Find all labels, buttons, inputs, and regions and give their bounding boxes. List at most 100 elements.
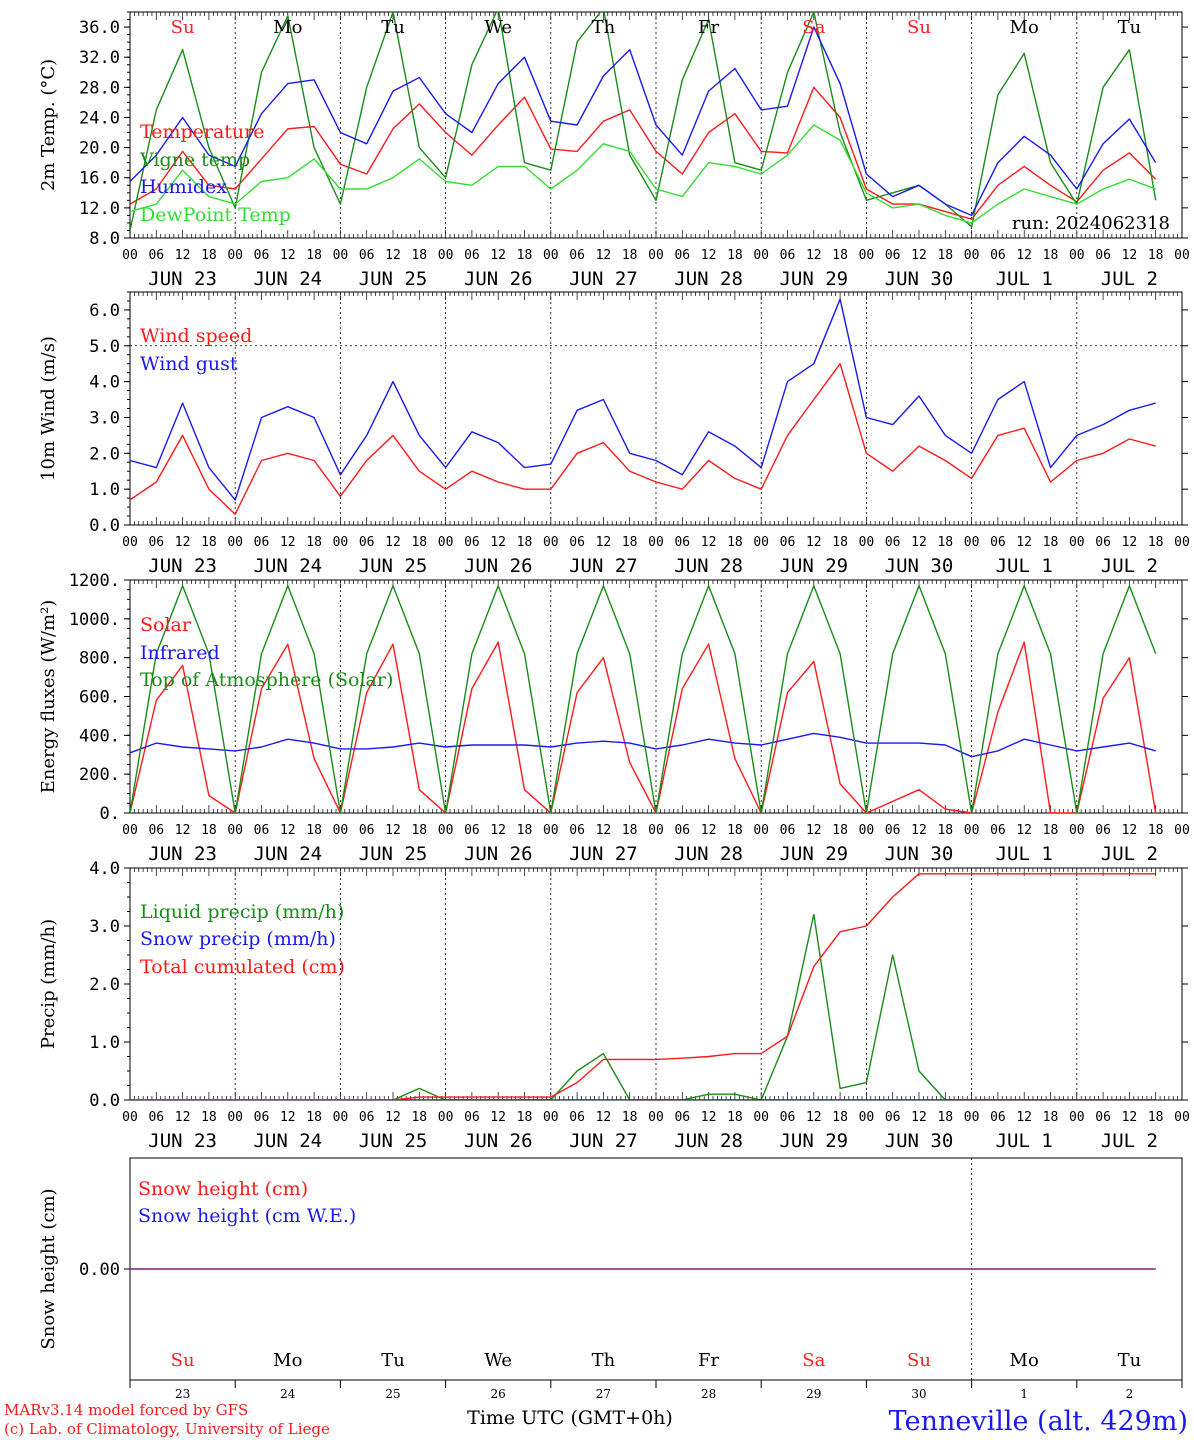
series-line-wind-gust [130,298,1156,501]
day-name-bottom: Th [592,1350,616,1371]
hour-label: 00 [333,1110,349,1125]
y-tick-label: 600. [79,688,120,708]
hour-label: 18 [1148,535,1164,550]
legend-entry: Temperature [140,121,264,143]
hour-label: 12 [596,1110,612,1125]
x-axis-label: Time UTC (GMT+0h) [467,1407,673,1429]
hour-label: 06 [1095,248,1111,263]
credit-line-1: MARv3.14 model forced by GFS [4,1401,248,1419]
hour-label: 06 [885,535,901,550]
series-line-solar [130,641,1157,813]
day-name: Fr [698,17,719,38]
hour-label: 06 [148,1110,164,1125]
hour-label: 00 [543,248,559,263]
day-name: Mo [273,17,302,38]
legend-entry: Solar [140,614,192,636]
hour-label: 06 [1095,1110,1111,1125]
series-line-infrared [130,732,1156,758]
date-label: JUN 26 [464,268,533,290]
hour-label: 12 [701,1110,717,1125]
hour-label: 18 [517,248,533,263]
hour-label: 06 [780,823,796,838]
day-number: 27 [596,1387,611,1401]
hour-label: 12 [280,1110,296,1125]
hour-label: 06 [359,823,375,838]
hour-label: 18 [201,535,217,550]
panel-4: 0.0 1.0 2.0 3.0 4.0 Precip (mm/h) Liquid preci… [38,859,1190,1152]
series-group [130,298,1156,515]
hour-label: 18 [622,1110,638,1125]
date-label: JUL 1 [996,555,1053,577]
date-label: JUN 25 [359,268,428,290]
legend-entry: Wind speed [140,325,252,347]
hour-tick-marks [129,292,1183,525]
hour-label: 00 [859,248,875,263]
date-label: JUN 29 [779,843,848,865]
legend-entry: Humidex [140,176,227,198]
series-line-vigne-temp [130,12,1157,231]
y-axis-label: Snow height (cm) [38,1188,59,1349]
date-label: JUL 1 [996,843,1053,865]
day-name-bottom: Mo [273,1350,302,1371]
date-label: JUN 24 [253,268,322,290]
series-line-total-cumulated-cm [130,873,1156,1100]
y-tick-label: 0. [100,804,120,824]
hour-label: 06 [885,1110,901,1125]
date-label: JUN 27 [569,268,638,290]
series-line-wind-speed [130,363,1156,515]
hour-label: 00 [122,823,138,838]
hour-label: 12 [911,1110,927,1125]
hour-label: 06 [254,1110,270,1125]
date-label: JUN 23 [148,555,217,577]
hour-label: 00 [964,535,980,550]
day-number: 24 [280,1387,296,1401]
hour-label: 06 [990,248,1006,263]
hour-label: 00 [753,1110,769,1125]
y-tick-label: 6.0 [89,301,120,321]
day-name: Mo [1010,17,1039,38]
hour-label: 18 [622,535,638,550]
hour-label: 18 [1148,1110,1164,1125]
hour-label: 06 [674,535,690,550]
y-tick-label: 1.0 [89,1033,120,1053]
hour-tick-marks [129,868,1183,1100]
hour-label: 12 [280,248,296,263]
date-label: JUN 30 [885,555,954,577]
hour-label: 12 [701,823,717,838]
hour-label: 00 [1174,535,1190,550]
hour-label: 06 [674,1110,690,1125]
hour-label: 12 [806,248,822,263]
y-tick-label: 0.00 [79,1260,120,1280]
hour-tick-marks [129,580,1183,813]
hour-label: 00 [1069,1110,1085,1125]
hour-label: 12 [1122,823,1138,838]
day-name: Su [171,17,195,38]
hour-label: 00 [1174,248,1190,263]
legend-entry: Snow precip (mm/h) [140,928,336,950]
hour-label: 18 [306,535,322,550]
date-label: JUL 1 [996,268,1053,290]
legend-entry: Wind gust [140,353,238,375]
date-label: JUL 1 [996,1130,1053,1152]
hour-label: 00 [1069,823,1085,838]
hour-label: 18 [306,248,322,263]
hour-label: 12 [280,535,296,550]
hour-label: 00 [648,823,664,838]
hour-label: 00 [333,248,349,263]
y-axis-label: Energy fluxes (W/m²) [38,600,59,794]
day-number: 30 [911,1387,926,1401]
hour-label: 06 [1095,823,1111,838]
date-label: JUN 24 [253,1130,322,1152]
hour-label: 00 [1069,248,1085,263]
hour-label: 12 [911,535,927,550]
y-tick-label: 12.0 [79,199,120,219]
hour-label: 06 [885,823,901,838]
hour-label: 00 [648,1110,664,1125]
hour-label: 12 [1122,535,1138,550]
credit-line-2: (c) Lab. of Climatology, University of L… [4,1420,330,1438]
hour-label: 00 [648,248,664,263]
hour-label: 18 [937,248,953,263]
hour-label: 00 [227,1110,243,1125]
hour-label: 18 [1043,535,1059,550]
hour-label: 06 [780,535,796,550]
